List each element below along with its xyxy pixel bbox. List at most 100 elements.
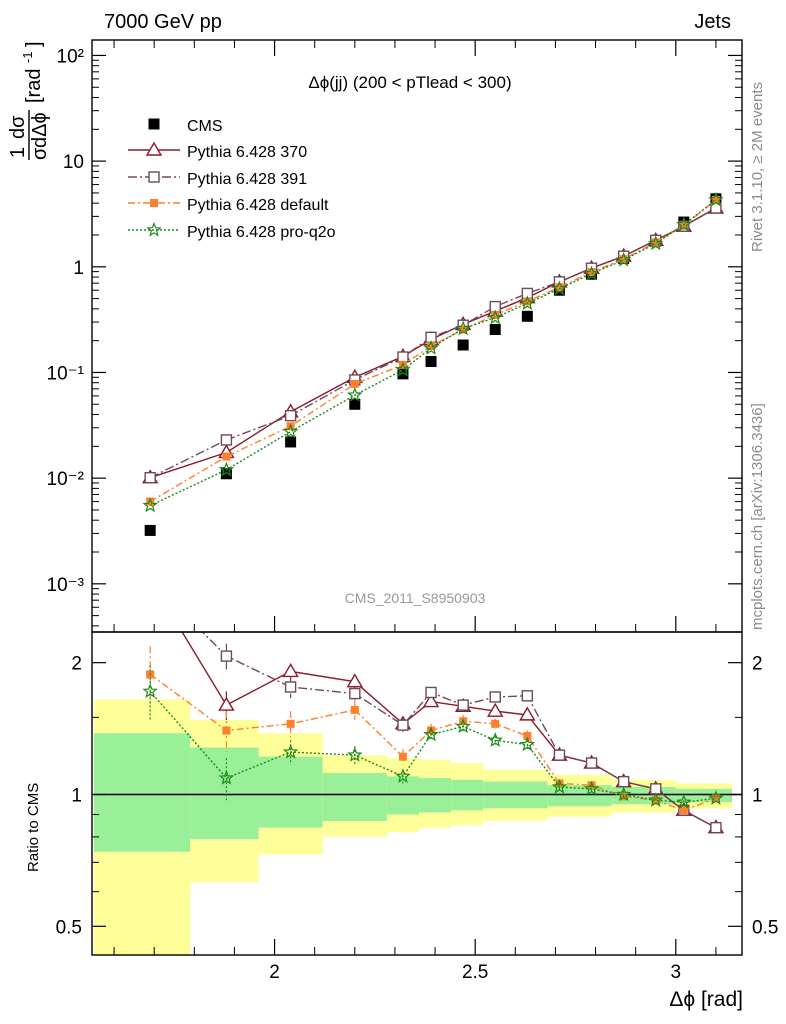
main-point-p391-1: [220, 434, 233, 446]
main-ytick-label-5: 10²: [57, 46, 84, 67]
ratio-panel-axes: 0.5 0.5 1 1 2 2 2 2.5 3: [56, 40, 778, 983]
ratio-point-pdefault-8: [523, 732, 532, 741]
ratio-point-pq2o-1: [218, 769, 235, 785]
legend-label-pythia-default: Pythia 6.428 default: [187, 197, 329, 214]
ratio-point-p391-11: [617, 775, 630, 788]
main-point-pq2o-1: [218, 461, 235, 477]
legend-marker-pythia-pro-q2o: [128, 221, 180, 237]
main-point-pq2o-7: [487, 309, 503, 325]
ratio-point-p391-10: [585, 757, 598, 769]
plot-watermark: CMS_2011_S8950903: [345, 590, 486, 606]
ratio-point-pq2o-3: [347, 746, 363, 762]
main-point-cms-4: [397, 368, 409, 380]
main-ytick-label-0: 10⁻³: [47, 575, 85, 596]
ratio-band-green-5: [419, 778, 452, 813]
ratio-panel-bands: [92, 699, 742, 955]
svg-text:1: 1: [7, 147, 29, 158]
ratio-point-p370-1: [218, 696, 235, 711]
svg-text:[rad: [rad: [23, 69, 45, 103]
main-point-cms-6: [457, 339, 469, 351]
ratio-ytick-label-right-2: 2: [752, 654, 763, 675]
main-point-cms-8: [521, 310, 533, 322]
main-ytick-label-1: 10⁻²: [47, 469, 85, 490]
svg-text:σ: σ: [29, 147, 51, 160]
legend-marker-pythia-370: [128, 141, 180, 156]
header-left: 7000 GeV pp: [104, 11, 222, 33]
ratio-band-green-2: [258, 756, 323, 828]
ratio-point-p370-5: [422, 693, 440, 708]
ratio-point-pq2o-6: [455, 718, 471, 734]
legend-marker-pythia-391: [128, 171, 180, 183]
ratio-band-green-0: [94, 733, 191, 852]
ratio-point-p391-1: [220, 650, 233, 662]
main-ytick-label-4: 10: [63, 152, 84, 173]
main-point-pdefault-14: [711, 195, 720, 204]
ratio-point-pdefault-4: [398, 752, 407, 761]
main-point-pq2o-6: [455, 320, 471, 336]
header-right: Jets: [694, 11, 731, 33]
rivet-label: Rivet 3.1.10, ≥ 2M events: [749, 82, 766, 252]
ratio-ytick-label-1: 1: [71, 785, 82, 806]
mcplots-label: mcplots.cern.ch [arXiv:1306.3436]: [749, 403, 766, 630]
ratio-band-green-3: [322, 772, 387, 821]
ratio-point-p370-2: [282, 663, 299, 678]
main-point-pdefault-8: [523, 297, 532, 306]
legend-symbol-pdefault: [150, 199, 158, 207]
ratio-ytick-label-right-1: 1: [752, 785, 763, 806]
ratio-point-p370-8: [519, 706, 536, 721]
main-ylabel: 1 dσ σ dΔϕ [rad -1 ]: [7, 41, 51, 160]
ratio-point-p391-2: [284, 681, 297, 693]
ratio-point-pq2o-7: [487, 732, 503, 747]
legend-entry-pythia-370: Pythia 6.428 370: [128, 141, 307, 161]
main-point-p391-0: [144, 471, 156, 484]
ratio-point-pq2o-14: [708, 790, 724, 805]
main-point-pq2o-12: [647, 235, 664, 251]
main-point-pdefault-5: [427, 342, 436, 351]
main-panel-series: [141, 191, 725, 536]
ratio-ylabel: Ratio to CMS: [25, 783, 42, 872]
main-point-pq2o-13: [676, 216, 692, 232]
main-point-pdefault-0: [146, 497, 155, 506]
ratio-point-pq2o-13: [676, 794, 692, 809]
ratio-ytick-label-right-0: 0.5: [752, 917, 778, 938]
main-point-pq2o-11: [615, 251, 632, 267]
main-point-cms-0: [144, 524, 156, 536]
legend-entry-pythia-pro-q2o: Pythia 6.428 pro-q2o: [128, 221, 336, 241]
main-point-pdefault-9: [555, 283, 564, 292]
ratio-ytick-label-2: 2: [71, 654, 82, 675]
plot-title: Δϕ(jj) (200 < pTlead < 300): [308, 73, 511, 92]
xtick-label-2: 3: [671, 962, 682, 983]
main-point-cms-5: [425, 355, 437, 367]
main-point-pdefault-3: [350, 379, 359, 388]
ratio-point-p391-5: [425, 686, 437, 699]
main-point-pq2o-8: [519, 295, 536, 311]
legend-symbol-p370: [145, 141, 163, 156]
main-ytick-label-2: 10⁻¹: [47, 363, 85, 384]
ratio-point-p391-9: [553, 749, 566, 761]
ratio-panel-series: [142, 632, 725, 834]
ratio-point-pq2o-9: [551, 778, 568, 794]
ratio-point-pdefault-13: [679, 806, 688, 815]
legend-label-pythia-pro-q2o: Pythia 6.428 pro-q2o: [187, 224, 336, 241]
legend-symbol-pq2o: [146, 221, 162, 237]
legend-label-cms: CMS: [187, 118, 223, 135]
main-point-pdefault-1: [222, 452, 231, 461]
x-axis-label: Δϕ [rad]: [669, 988, 743, 1011]
ratio-point-p391-4: [397, 719, 409, 731]
main-point-pq2o-14: [708, 191, 724, 207]
ratio-point-p370-7: [487, 702, 504, 717]
svg-text:]: ]: [23, 41, 45, 47]
main-point-cms-3: [349, 398, 361, 410]
xtick-label-1: 2.5: [462, 962, 488, 983]
ratio-band-green-8: [547, 785, 612, 807]
svg-text:dσ: dσ: [7, 115, 29, 139]
main-point-cms-2: [285, 436, 297, 448]
ratio-point-p391-8: [521, 690, 534, 702]
ratio-point-pq2o-10: [583, 780, 600, 796]
legend-marker-cms: [148, 118, 160, 130]
legend-entry-cms: CMS: [148, 118, 223, 135]
main-point-cms-7: [489, 324, 501, 336]
main-point-pdefault-13: [679, 221, 688, 230]
main-point-pdefault-6: [459, 325, 468, 334]
